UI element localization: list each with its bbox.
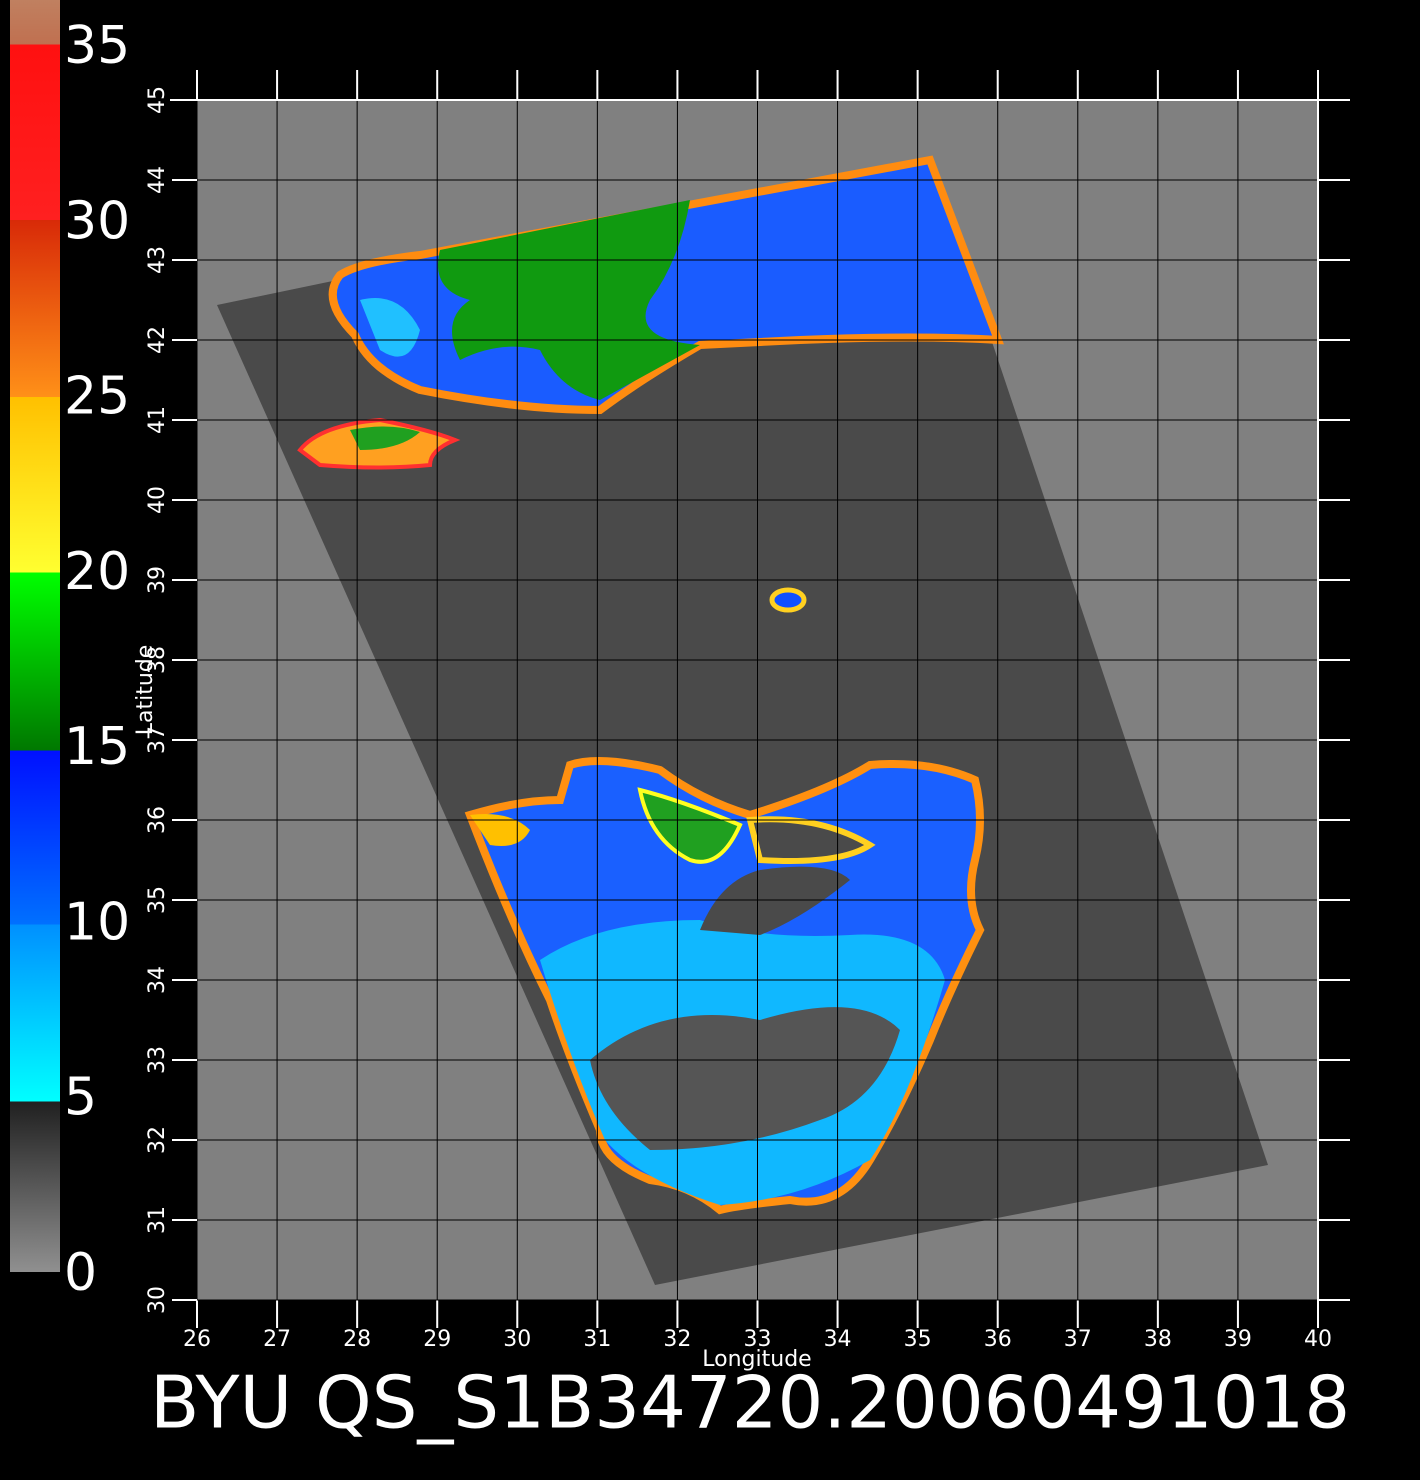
title: BYU QS_S1B34720.20060491018: [150, 1361, 1350, 1445]
y-tick-label: 40: [145, 486, 170, 514]
y-tick-label: 37: [145, 726, 170, 754]
x-tick-label: 29: [423, 1327, 451, 1352]
x-tick-label: 31: [583, 1327, 611, 1352]
y-tick-label: 35: [145, 886, 170, 914]
x-tick-label: 33: [744, 1327, 772, 1352]
y-tick-label: 30: [145, 1286, 170, 1314]
y-axis-label: Latitude: [133, 645, 158, 736]
x-tick-label: 36: [984, 1327, 1012, 1352]
x-tick-label: 32: [663, 1327, 691, 1352]
y-tick-label: 38: [145, 646, 170, 674]
colorbar-label: 25: [64, 367, 130, 427]
x-tick-label: 38: [1144, 1327, 1172, 1352]
y-tick-label: 42: [145, 326, 170, 354]
y-tick-label: 45: [145, 86, 170, 114]
y-tick-label: 41: [145, 406, 170, 434]
y-tick-label: 36: [145, 806, 170, 834]
y-tick-label: 32: [145, 1126, 170, 1154]
y-tick-label: 34: [145, 966, 170, 994]
x-tick-label: 37: [1064, 1327, 1092, 1352]
y-tick-label: 44: [145, 166, 170, 194]
colorbar-label: 20: [64, 542, 130, 602]
colorbar: [10, 0, 60, 1272]
colorbar-label: 10: [64, 892, 130, 952]
x-tick-label: 30: [503, 1327, 531, 1352]
colorbar-label: 5: [64, 1068, 97, 1128]
y-tick-label: 31: [145, 1206, 170, 1234]
x-tick-label: 27: [263, 1327, 291, 1352]
y-tick-label: 33: [145, 1046, 170, 1074]
x-tick-label: 35: [904, 1327, 932, 1352]
x-tick-label: 40: [1304, 1327, 1332, 1352]
grid: [170, 70, 1350, 1328]
y-tick-label: 43: [145, 246, 170, 274]
colorbar-label: 0: [64, 1243, 97, 1303]
x-tick-label: 39: [1224, 1327, 1252, 1352]
x-tick-label: 28: [343, 1327, 371, 1352]
colorbar-label: 30: [64, 191, 130, 251]
x-tick-label: 26: [183, 1327, 211, 1352]
colorbar-label: 35: [64, 16, 130, 76]
colorbar-label: 15: [64, 717, 130, 777]
y-tick-label: 39: [145, 566, 170, 594]
x-axis-label: Longitude: [702, 1347, 811, 1372]
x-tick-label: 34: [824, 1327, 852, 1352]
